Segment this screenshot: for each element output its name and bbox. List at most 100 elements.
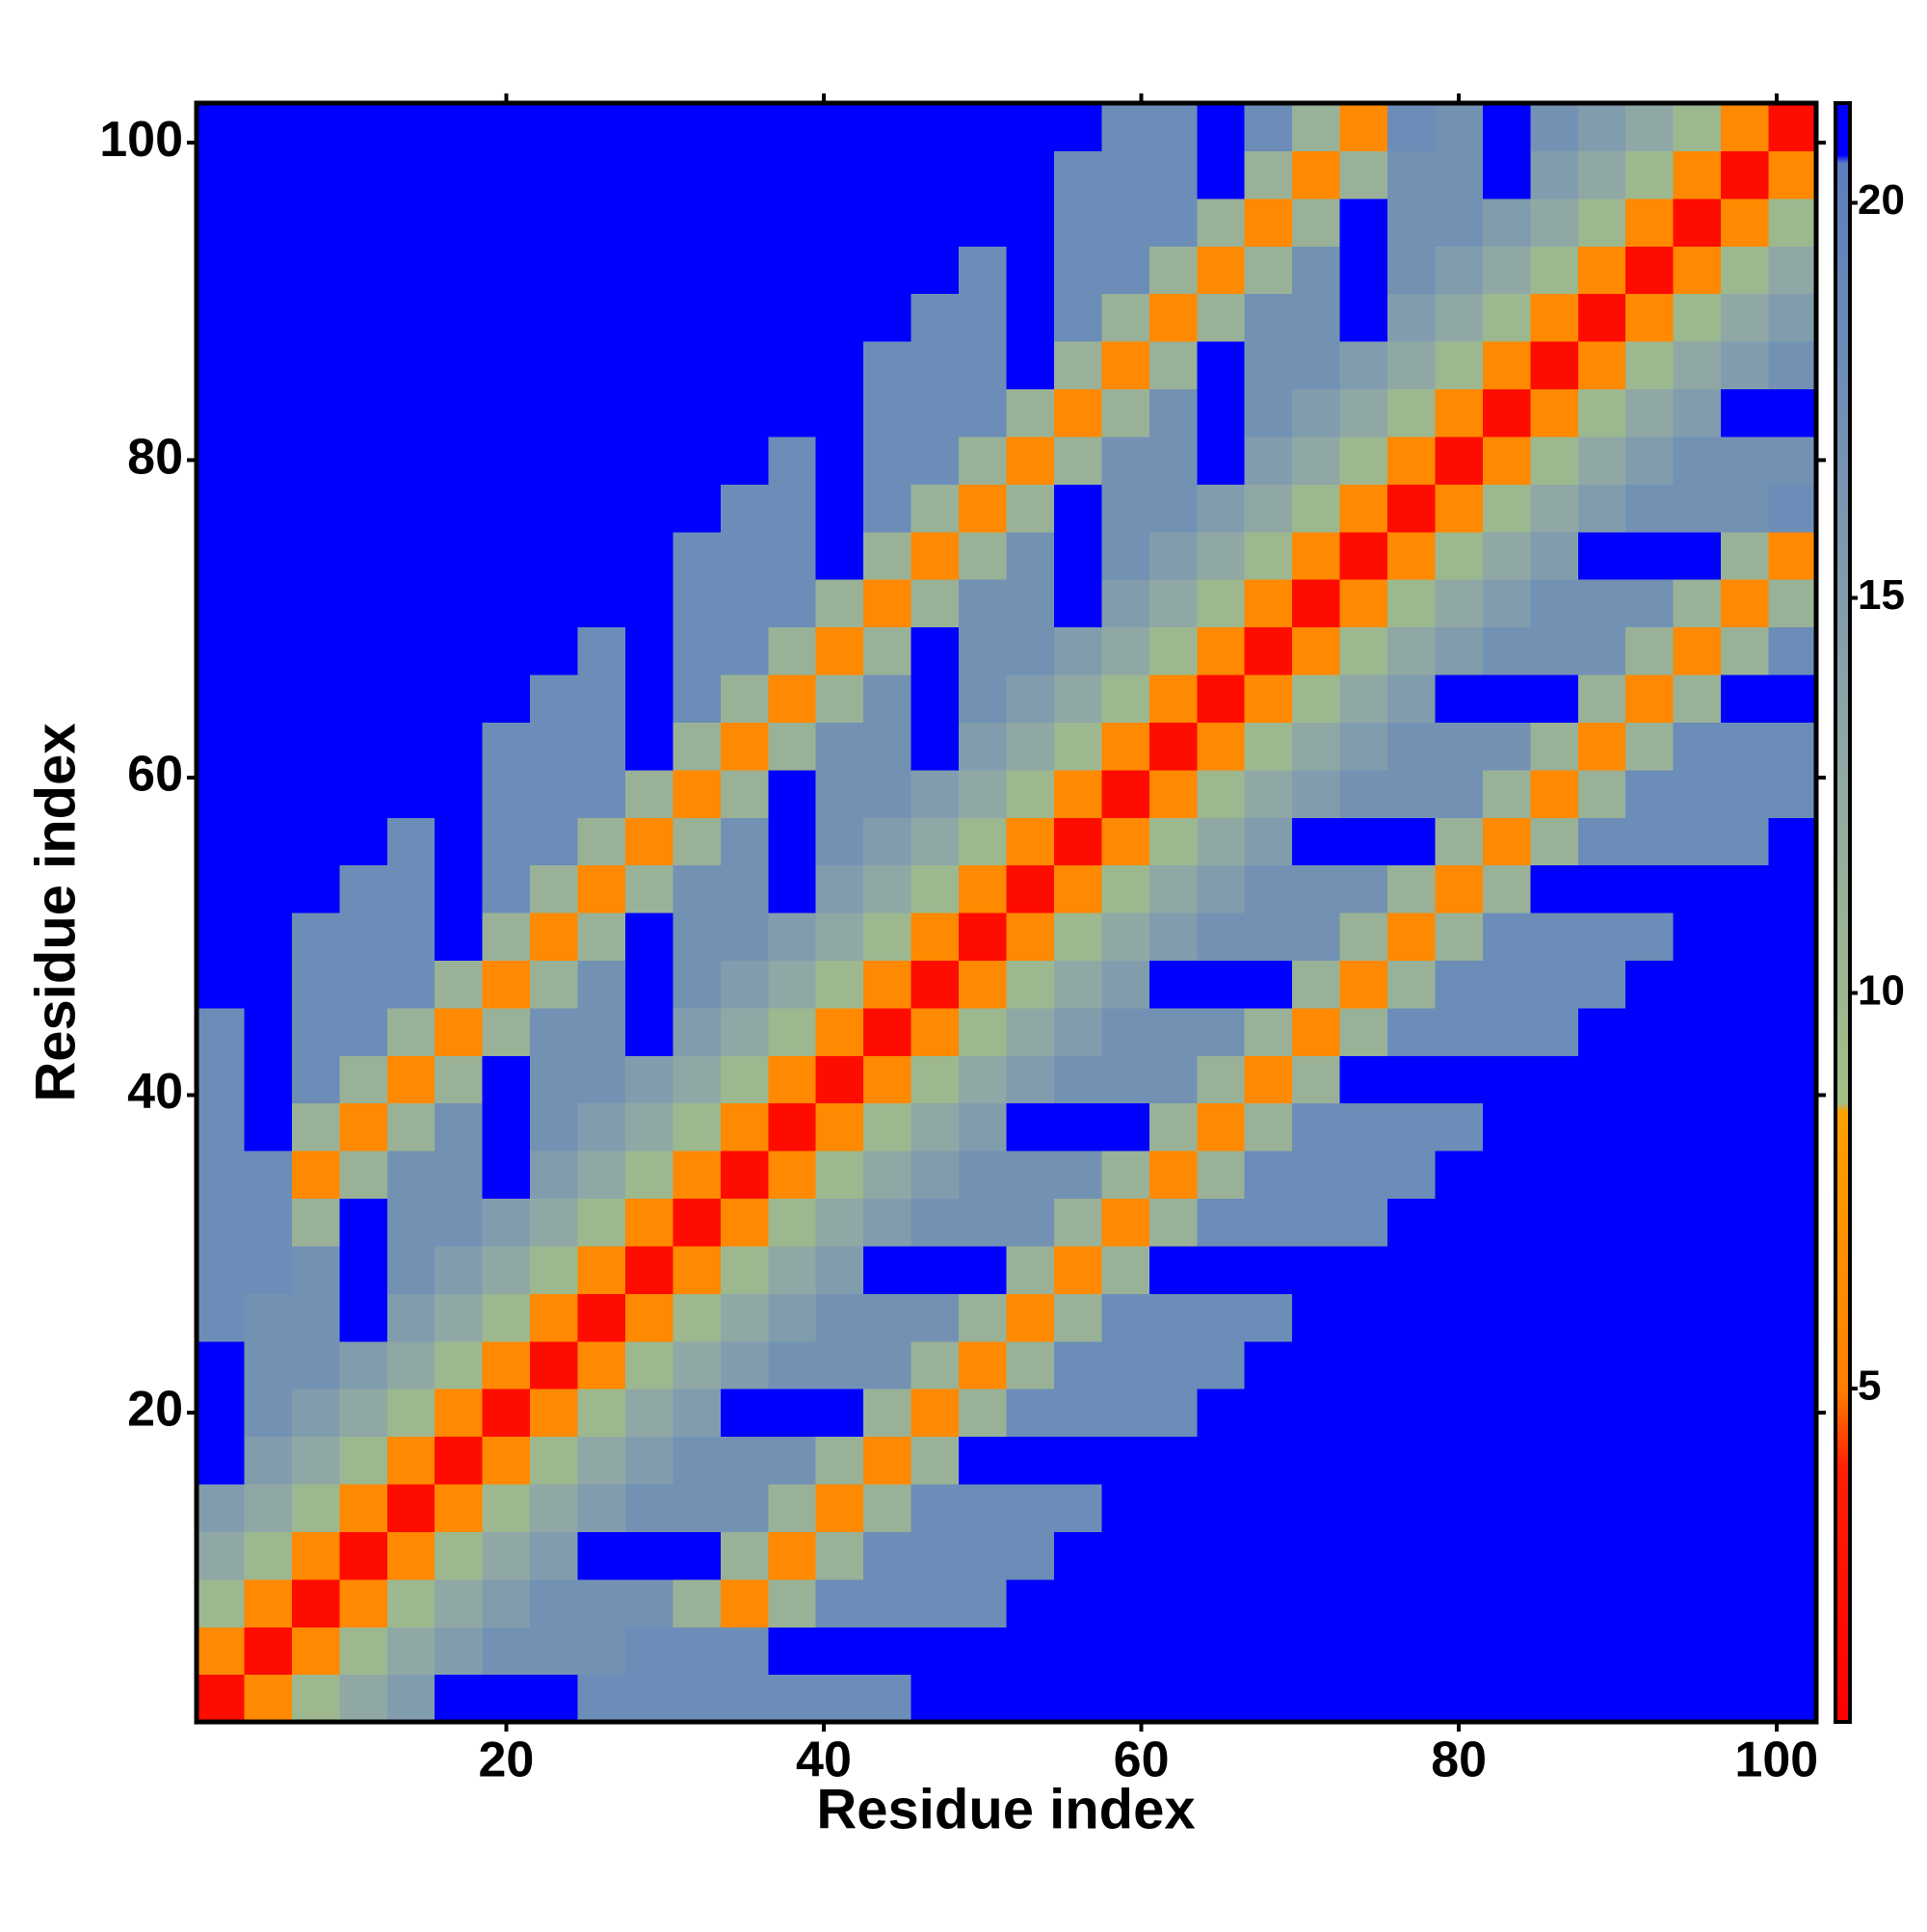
heatmap-cell [1768, 1102, 1817, 1151]
heatmap-cell [1673, 1531, 1722, 1580]
heatmap-cell [291, 1531, 340, 1580]
heatmap-cell [720, 960, 769, 1009]
heatmap-cell [815, 864, 864, 913]
heatmap-cell [1482, 1102, 1531, 1151]
heatmap-cell [1148, 769, 1198, 818]
heatmap-cell [1482, 293, 1531, 342]
heatmap-cell [244, 1674, 293, 1723]
heatmap-cell [1625, 864, 1675, 913]
heatmap-cell [1148, 1293, 1198, 1342]
heatmap-cell [673, 1245, 722, 1294]
heatmap-cell [1530, 436, 1579, 485]
heatmap-cell [530, 913, 579, 962]
heatmap-cell [1148, 1674, 1198, 1723]
heatmap-cell [1339, 769, 1388, 818]
heatmap-cell [1053, 1436, 1102, 1485]
heatmap-cell [1721, 579, 1770, 628]
heatmap-cell [911, 293, 960, 342]
heatmap-cell [386, 1531, 436, 1580]
heatmap-cell [863, 436, 912, 485]
heatmap-cell [1339, 388, 1388, 437]
heatmap-cell [1244, 1151, 1293, 1200]
heatmap-cell [197, 769, 246, 818]
heatmap-cell [959, 913, 1008, 962]
heatmap-cell [291, 1151, 340, 1200]
heatmap-cell [1006, 103, 1055, 152]
heatmap-cell [244, 579, 293, 628]
heatmap-cell [197, 626, 246, 675]
heatmap-cell [530, 388, 579, 437]
heatmap-cell [291, 1293, 340, 1342]
heatmap-cell [1148, 150, 1198, 199]
heatmap-cell [1625, 626, 1675, 675]
heatmap-cell [768, 1340, 817, 1389]
heatmap-cell [1339, 1198, 1388, 1247]
heatmap-cell [815, 769, 864, 818]
heatmap-cell [1530, 1389, 1579, 1438]
heatmap-cell [339, 1436, 388, 1485]
heatmap-cell [1339, 341, 1388, 390]
heatmap-cell [863, 1674, 912, 1723]
heatmap-cell [1768, 198, 1817, 247]
heatmap-cell [1244, 722, 1293, 771]
heatmap-cell [435, 722, 484, 771]
heatmap-cell [911, 198, 960, 247]
heatmap-cell [863, 293, 912, 342]
heatmap-cell [959, 1151, 1008, 1200]
heatmap-cell [291, 1389, 340, 1438]
heatmap-cell [959, 531, 1008, 580]
heatmap-cell [386, 626, 436, 675]
heatmap-cell [197, 817, 246, 866]
heatmap-cell [673, 1531, 722, 1580]
heatmap-cell [1435, 1151, 1484, 1200]
heatmap-cell [1673, 1151, 1722, 1200]
heatmap-cell [768, 913, 817, 962]
heatmap-cell [482, 1483, 531, 1532]
heatmap-cell [482, 103, 531, 152]
heatmap-cell [1387, 341, 1437, 390]
heatmap-cell [1435, 1055, 1484, 1104]
heatmap-cell [1244, 1531, 1293, 1580]
heatmap-cell [1053, 674, 1102, 723]
heatmap-cell [815, 674, 864, 723]
heatmap-cell [1768, 960, 1817, 1009]
heatmap-cell [244, 769, 293, 818]
heatmap-cell [1673, 1627, 1722, 1676]
heatmap-cell [720, 1245, 769, 1294]
heatmap-cell [1673, 246, 1722, 295]
heatmap-cell [1577, 1674, 1626, 1723]
heatmap-cell [1387, 817, 1437, 866]
heatmap-cell [435, 246, 484, 295]
heatmap-cell [768, 1293, 817, 1342]
heatmap-cell [339, 1102, 388, 1151]
heatmap-cell [911, 1055, 960, 1104]
heatmap-cell [1673, 1055, 1722, 1104]
heatmap-cell [530, 293, 579, 342]
heatmap-cell [530, 626, 579, 675]
heatmap-cell [1768, 1198, 1817, 1247]
heatmap-cell [863, 341, 912, 390]
heatmap-cell [386, 674, 436, 723]
heatmap-cell [1101, 436, 1150, 485]
heatmap-cell [959, 341, 1008, 390]
heatmap-cell [577, 1340, 626, 1389]
heatmap-cell [720, 1055, 769, 1104]
heatmap-cell [482, 388, 531, 437]
heatmap-cell [1006, 674, 1055, 723]
heatmap-cell [482, 1578, 531, 1628]
heatmap-cell [339, 1007, 388, 1056]
heatmap-cell [435, 103, 484, 152]
heatmap-cell [768, 293, 817, 342]
heatmap-cell [244, 1389, 293, 1438]
heatmap-cell [1053, 484, 1102, 533]
heatmap-cell [1197, 103, 1246, 152]
heatmap-cell [863, 246, 912, 295]
heatmap-cell [1148, 626, 1198, 675]
heatmap-cell [291, 769, 340, 818]
heatmap-cell [482, 960, 531, 1009]
heatmap-cell [911, 1102, 960, 1151]
heatmap-cell [1673, 1483, 1722, 1532]
heatmap-cell [1435, 246, 1484, 295]
heatmap-cell [1101, 1245, 1150, 1294]
heatmap-cell [1768, 246, 1817, 295]
